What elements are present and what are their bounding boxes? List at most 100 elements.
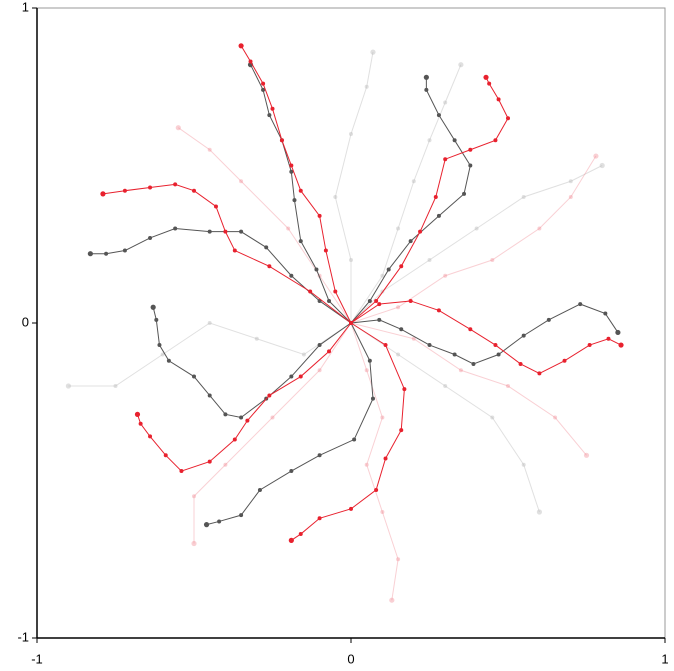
walk-point bbox=[217, 519, 222, 524]
walk-point bbox=[289, 169, 294, 174]
walk-point bbox=[386, 267, 391, 272]
walk-point bbox=[317, 368, 322, 373]
walk-point bbox=[399, 327, 404, 332]
walk-point bbox=[238, 43, 244, 49]
walk-point bbox=[364, 368, 369, 373]
walk-point bbox=[364, 462, 369, 467]
walk-point bbox=[618, 342, 624, 348]
walk-point bbox=[314, 267, 319, 272]
walk-point bbox=[254, 336, 259, 341]
walk-line bbox=[350, 300, 622, 374]
walk-point bbox=[270, 106, 275, 111]
walk-point bbox=[173, 226, 178, 231]
walk-line bbox=[193, 322, 352, 544]
walk-point bbox=[399, 264, 404, 269]
walk-point bbox=[380, 510, 385, 514]
walk-point bbox=[87, 251, 93, 257]
walk-point bbox=[232, 437, 237, 442]
walk-point bbox=[396, 226, 401, 231]
walk-point bbox=[367, 358, 372, 363]
walk-point bbox=[377, 302, 382, 307]
walk-point bbox=[333, 195, 338, 199]
walk-point bbox=[261, 87, 266, 92]
x-tick-label: 1 bbox=[661, 651, 668, 666]
y-tick-label: -1 bbox=[17, 629, 29, 644]
walk-line bbox=[102, 183, 352, 324]
walk-point bbox=[496, 352, 501, 357]
walk-point bbox=[483, 74, 489, 80]
walk-point bbox=[333, 289, 338, 294]
walk-point bbox=[380, 273, 385, 278]
walk-point bbox=[418, 229, 423, 234]
walk-point bbox=[122, 188, 127, 193]
walk-line bbox=[350, 322, 540, 513]
walk-point bbox=[593, 153, 599, 159]
walk-point bbox=[239, 513, 244, 518]
walk-point bbox=[518, 361, 523, 366]
walk-point bbox=[380, 415, 385, 420]
walk-point bbox=[383, 456, 388, 461]
walk-point bbox=[537, 371, 542, 376]
walk-point bbox=[298, 239, 303, 244]
walk-point bbox=[173, 182, 178, 187]
walk-point bbox=[496, 97, 501, 102]
walk-point bbox=[578, 302, 583, 307]
walk-point bbox=[257, 487, 262, 492]
walk-line bbox=[90, 227, 352, 324]
walk-point bbox=[122, 248, 127, 253]
walk-point bbox=[289, 273, 294, 278]
walk-point bbox=[452, 138, 457, 143]
walk-point bbox=[537, 226, 542, 231]
walk-point bbox=[493, 138, 498, 143]
walk-point bbox=[599, 162, 605, 169]
walk-point bbox=[474, 226, 479, 231]
walk-point bbox=[207, 229, 212, 234]
walk-point bbox=[443, 157, 448, 162]
walk-point bbox=[327, 298, 332, 303]
walk-point bbox=[493, 343, 498, 348]
walk-point bbox=[615, 329, 621, 336]
walk-point bbox=[289, 163, 294, 168]
walk-line bbox=[350, 77, 509, 324]
walk-point bbox=[175, 125, 181, 131]
walk-point bbox=[506, 384, 510, 388]
walk-point bbox=[166, 358, 171, 363]
walk-point bbox=[399, 428, 404, 433]
walk-point bbox=[232, 248, 237, 253]
walk-line bbox=[137, 322, 352, 472]
walk-point bbox=[490, 258, 495, 262]
walk-point bbox=[349, 321, 353, 325]
walk-point bbox=[192, 188, 196, 193]
walk-point bbox=[411, 336, 416, 341]
walk-point bbox=[245, 418, 250, 423]
walk-point bbox=[239, 179, 244, 184]
walk-point bbox=[396, 557, 401, 562]
walk-point bbox=[223, 229, 228, 234]
walk-point bbox=[411, 179, 416, 184]
walk-point bbox=[377, 317, 382, 322]
walk-point bbox=[308, 289, 313, 294]
walk-point bbox=[65, 383, 71, 389]
walk-point bbox=[239, 229, 244, 234]
walk-point bbox=[603, 311, 608, 316]
x-tick-label: 0 bbox=[347, 651, 354, 666]
walk-point bbox=[587, 343, 592, 348]
walk-point bbox=[436, 213, 441, 218]
walk-point bbox=[458, 62, 464, 68]
walk-point bbox=[289, 469, 294, 474]
walk-point bbox=[148, 235, 153, 240]
walk-point bbox=[370, 396, 375, 401]
walk-point bbox=[468, 163, 473, 168]
walk-point bbox=[267, 113, 272, 118]
walk-point bbox=[288, 537, 294, 543]
walk-point bbox=[150, 304, 156, 310]
walk-line bbox=[250, 64, 352, 324]
walk-point bbox=[443, 384, 448, 388]
walk-point bbox=[134, 411, 141, 417]
walk-point bbox=[270, 415, 275, 420]
walk-point bbox=[349, 132, 353, 136]
walk-point bbox=[427, 258, 432, 262]
walk-point bbox=[553, 415, 558, 420]
